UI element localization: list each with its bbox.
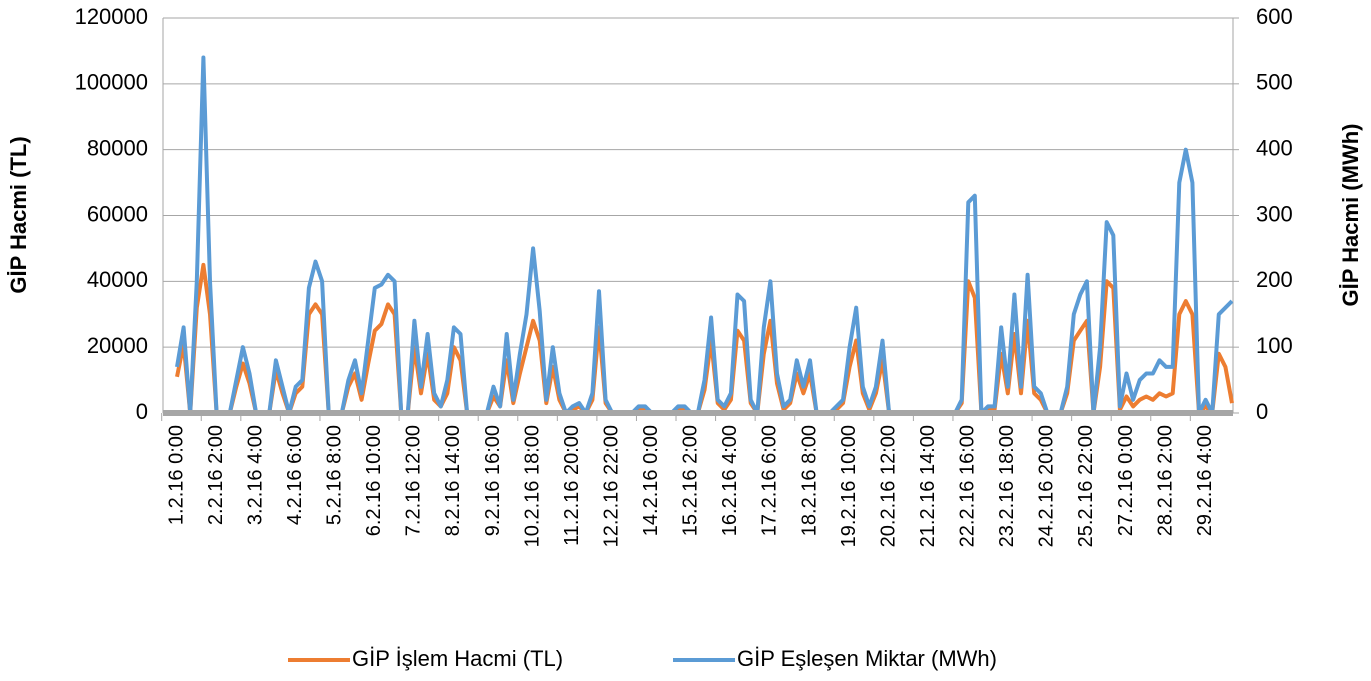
x-tick-label: 28.2.16 2:00 [1154,425,1176,536]
x-tick-label: 5.2.16 8:00 [324,425,346,525]
y2-tick-label: 400 [1256,135,1293,160]
y-tick-label: 40000 [87,267,148,292]
y2-tick-label: 300 [1256,201,1293,226]
y2-tick-label: 600 [1256,4,1293,29]
y-tick-label: 0 [136,399,148,424]
x-tick-label: 16.2.16 4:00 [719,425,741,536]
y2-tick-label: 500 [1256,70,1293,95]
y-tick-label: 60000 [87,201,148,226]
y2-tick-label: 0 [1256,399,1268,424]
x-tick-label: 22.2.16 16:00 [957,425,979,547]
x-tick-label: 27.2.16 0:00 [1115,425,1137,536]
y-tick-label: 100000 [75,70,148,95]
x-tick-label: 11.2.16 20:00 [561,425,583,546]
x-tick-label: 18.2.16 8:00 [798,425,820,536]
x-tick-label: 1.2.16 0:00 [165,425,187,525]
y2-tick-label: 200 [1256,267,1293,292]
y-tick-label: 80000 [87,135,148,160]
x-tick-label: 17.2.16 6:00 [759,425,781,536]
y2-tick-label: 100 [1256,333,1293,358]
x-tick-label: 15.2.16 2:00 [680,425,702,536]
x-tick-label: 19.2.16 10:00 [838,425,860,547]
y-axis-title: GİP Hacmi (TL) [6,136,31,293]
x-tick-label: 23.2.16 18:00 [996,425,1018,547]
y-tick-label: 120000 [75,4,148,29]
series-line [175,55,1234,415]
x-tick-label: 8.2.16 14:00 [442,425,464,536]
x-tick-label: 9.2.16 16:00 [482,425,504,536]
x-tick-label: 21.2.16 14:00 [917,425,939,547]
x-tick-label: 12.2.16 22:00 [600,425,622,547]
legend-label: GİP İşlem Hacmi (TL) [352,646,563,671]
legend-label: GİP Eşleşen Miktar (MWh) [737,646,997,671]
x-tick-label: 4.2.16 6:00 [284,425,306,525]
x-tick-label: 2.2.16 2:00 [205,425,227,525]
y2-axis-title: GİP Hacmi (MWh) [1338,124,1363,307]
x-tick-label: 29.2.16 4:00 [1194,425,1216,536]
x-tick-label: 3.2.16 4:00 [244,425,266,525]
y-tick-label: 20000 [87,333,148,358]
x-tick-label: 7.2.16 12:00 [403,425,425,536]
x-tick-label: 25.2.16 22:00 [1075,425,1097,547]
x-tick-label: 20.2.16 12:00 [877,425,899,547]
series-line [175,262,1234,415]
x-tick-label: 10.2.16 18:00 [521,425,543,547]
x-tick-label: 6.2.16 10:00 [363,425,385,536]
x-tick-label: 24.2.16 20:00 [1036,425,1058,547]
x-tick-label: 14.2.16 0:00 [640,425,662,536]
